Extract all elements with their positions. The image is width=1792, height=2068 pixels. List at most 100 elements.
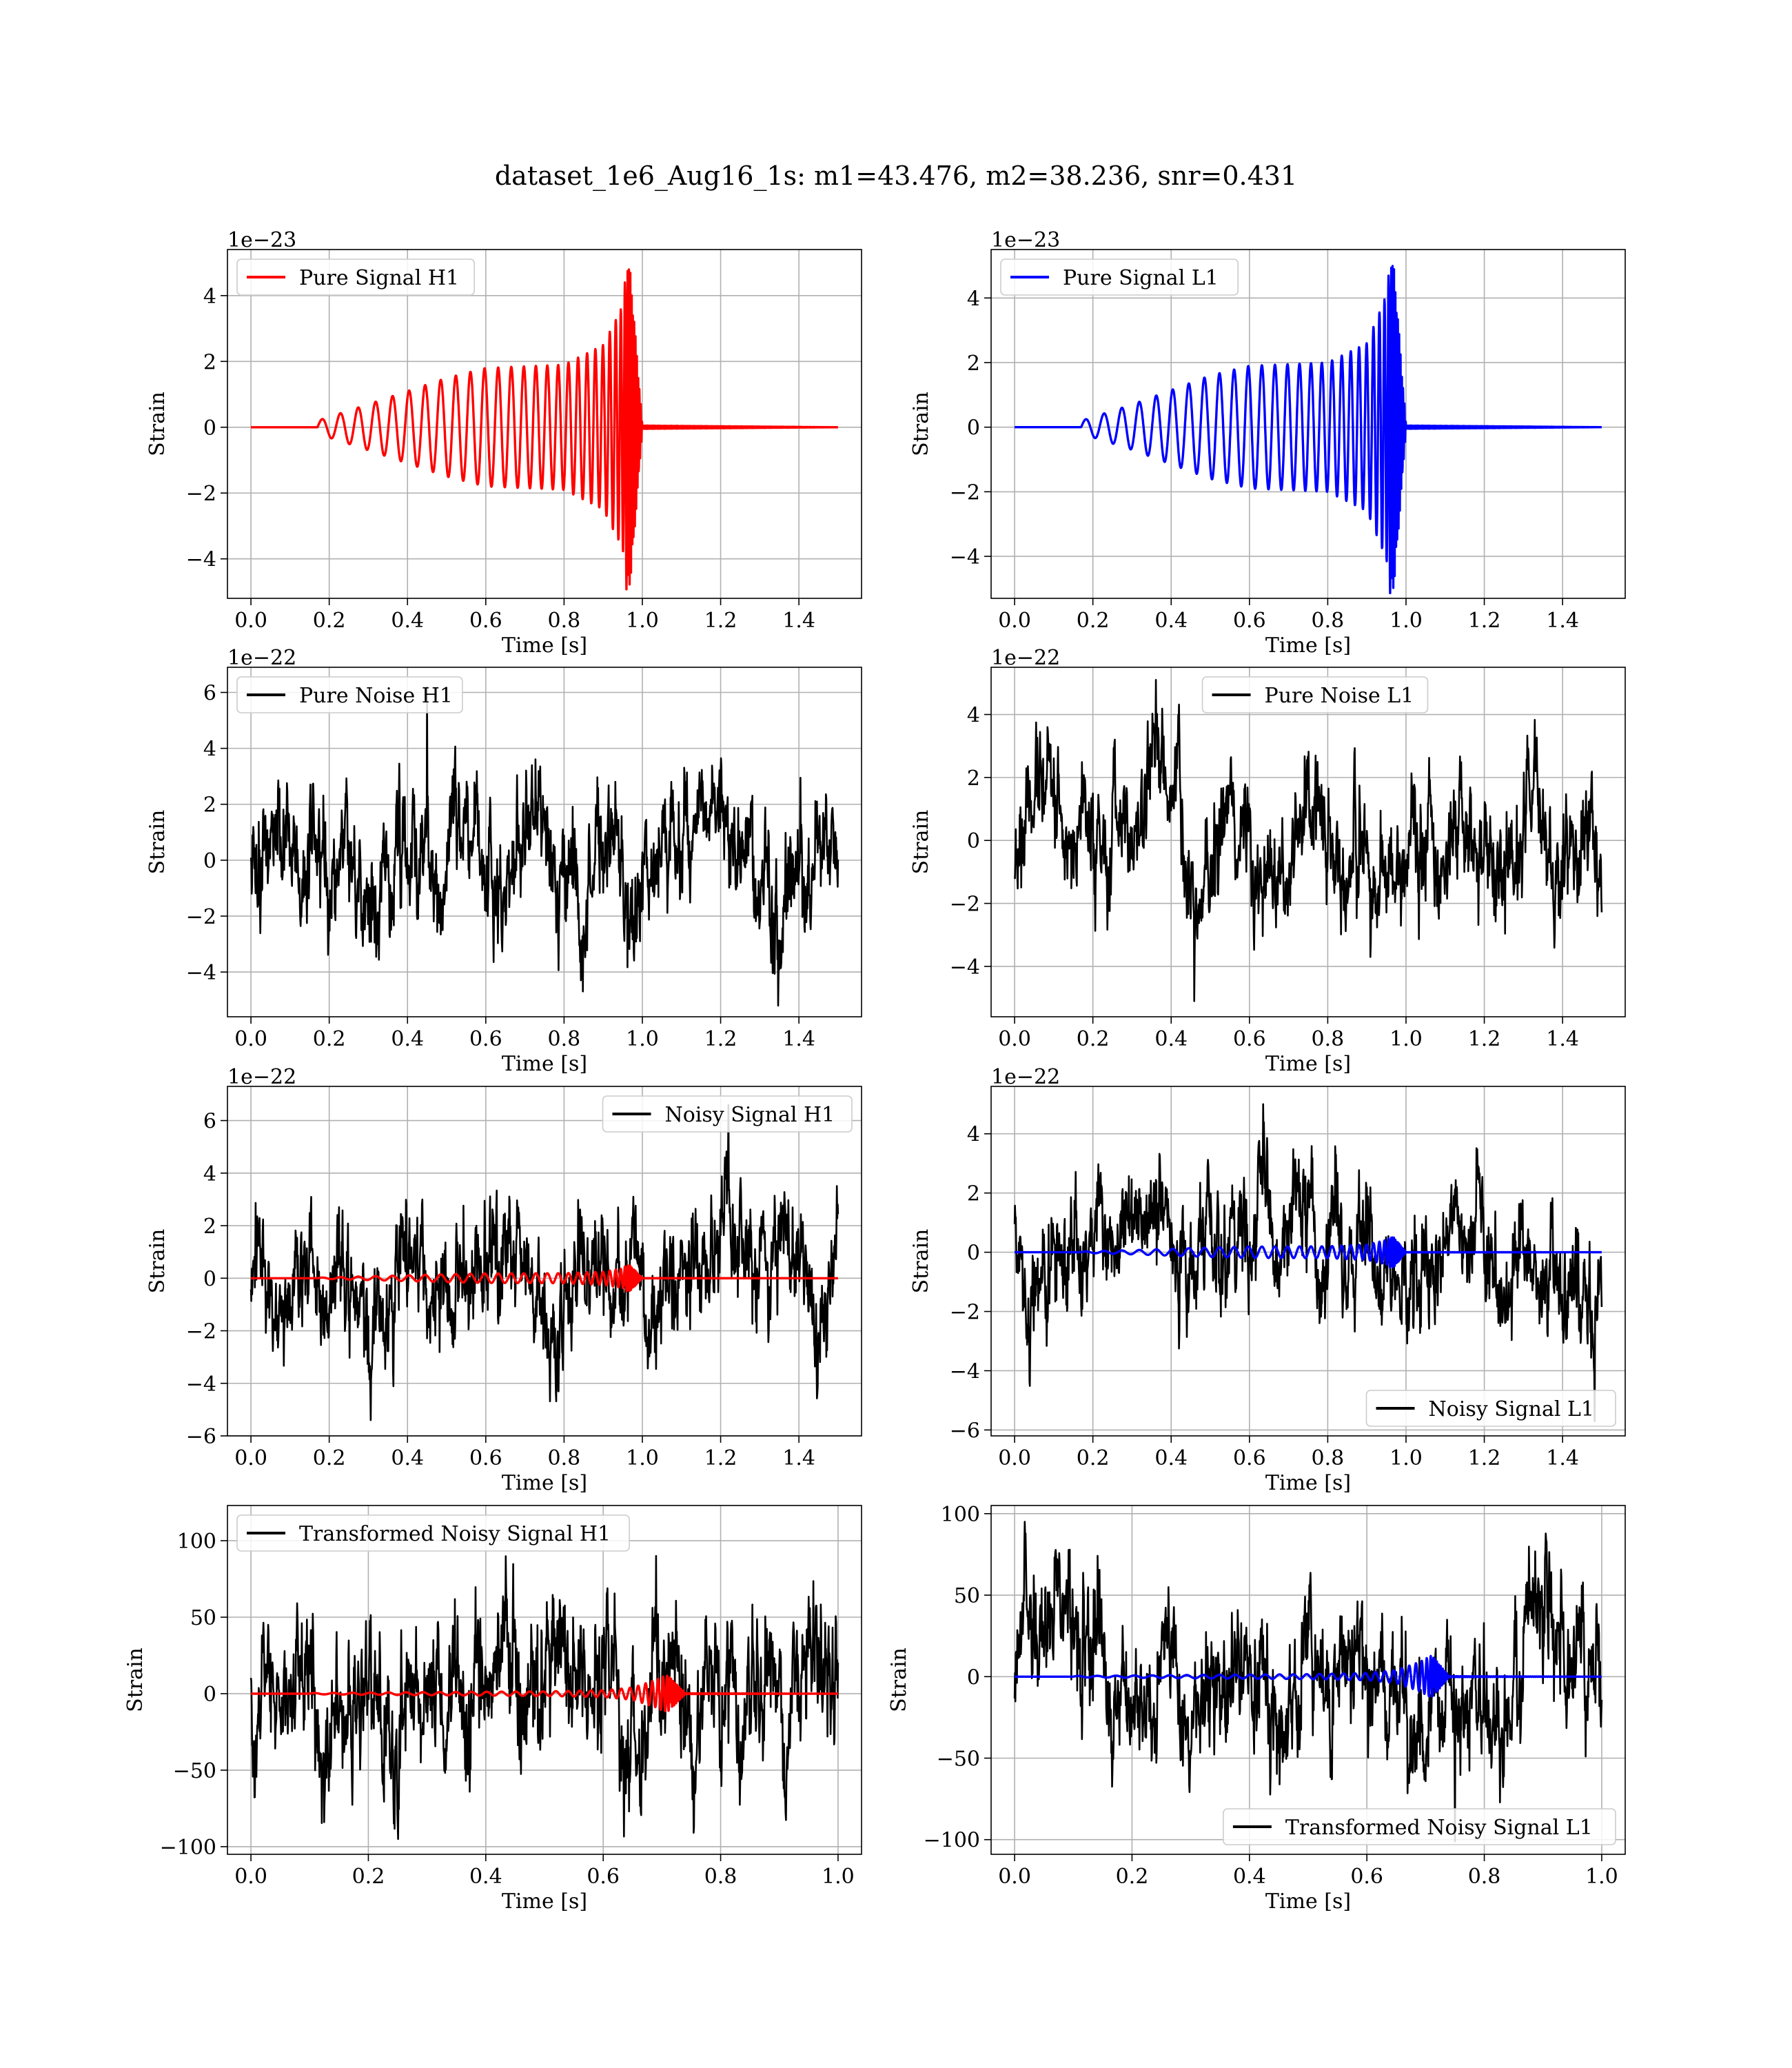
y-tick-label: 2 bbox=[203, 1215, 216, 1239]
x-tick-label: 0.2 bbox=[352, 1865, 385, 1889]
plot-area bbox=[250, 1104, 839, 1421]
y-tick-label: 100 bbox=[941, 1503, 980, 1527]
x-tick-label: 1.2 bbox=[1468, 1446, 1501, 1470]
x-tick-label: 0.0 bbox=[234, 1865, 267, 1889]
x-axis-label: Time [s] bbox=[502, 1889, 587, 1914]
x-tick-label: 1.0 bbox=[1585, 1865, 1618, 1889]
axes-frame bbox=[227, 1086, 862, 1437]
x-tick-label: 1.4 bbox=[1546, 1446, 1579, 1470]
series-line-1 bbox=[1013, 679, 1603, 1002]
y-tick-label: 50 bbox=[190, 1606, 216, 1630]
x-tick-label: 1.2 bbox=[704, 1027, 737, 1051]
y-tick-label: −4 bbox=[186, 548, 216, 572]
y-tick-label: −4 bbox=[186, 961, 216, 985]
x-tick-label: 0.6 bbox=[1233, 609, 1266, 633]
y-tick-label: 0 bbox=[203, 1683, 216, 1707]
axes-frame bbox=[990, 249, 1626, 599]
legend-label: Pure Noise L1 bbox=[1265, 684, 1414, 708]
x-tick-label: 0.0 bbox=[234, 1446, 267, 1470]
y-tick-label: 0 bbox=[203, 849, 216, 873]
legend-frame bbox=[1365, 1390, 1616, 1427]
x-tick-label: 1.2 bbox=[1468, 1027, 1501, 1051]
x-tick-label: 0.6 bbox=[469, 609, 502, 633]
y-axis-label: Strain bbox=[909, 810, 933, 875]
x-tick-label: 0.2 bbox=[1077, 609, 1110, 633]
y-tick-label: 0 bbox=[967, 1665, 980, 1690]
y-tick-label: 4 bbox=[203, 285, 216, 309]
legend-label: Noisy Signal L1 bbox=[1429, 1397, 1594, 1421]
legend: Noisy Signal L1 bbox=[1365, 1390, 1616, 1427]
axes-frame bbox=[227, 667, 862, 1017]
x-tick-label: 0.2 bbox=[313, 1027, 346, 1051]
y-tick-label: 6 bbox=[203, 1110, 216, 1134]
y-tick-label: −100 bbox=[160, 1836, 216, 1860]
x-tick-label: 0.4 bbox=[469, 1865, 502, 1889]
series-line-1 bbox=[250, 268, 839, 591]
x-tick-label: 0.8 bbox=[704, 1865, 737, 1889]
legend-label: Transformed Noisy Signal H1 bbox=[299, 1522, 611, 1546]
y-tick-label: −2 bbox=[186, 905, 216, 929]
y-tick-label: 6 bbox=[203, 682, 216, 706]
y-tick-label: −4 bbox=[186, 1372, 216, 1397]
x-tick-label: 0.2 bbox=[1077, 1027, 1110, 1051]
offset-text: 1e−22 bbox=[227, 646, 296, 670]
y-tick-label: −2 bbox=[950, 893, 980, 917]
plot-area bbox=[1013, 265, 1603, 594]
series-line-1 bbox=[1013, 1521, 1603, 1843]
series-line-1 bbox=[250, 686, 839, 1007]
y-axis-label: Strain bbox=[887, 1648, 911, 1712]
x-tick-label: 0.0 bbox=[998, 1865, 1031, 1889]
y-tick-label: 4 bbox=[203, 738, 216, 762]
y-tick-label: −2 bbox=[950, 480, 980, 505]
x-tick-label: 0.0 bbox=[998, 609, 1031, 633]
y-tick-label: 2 bbox=[967, 767, 980, 791]
legend-label: Pure Signal L1 bbox=[1063, 266, 1219, 290]
series-line-2 bbox=[250, 1674, 839, 1712]
y-tick-label: 0 bbox=[203, 416, 216, 440]
x-axis-label: Time [s] bbox=[1265, 1052, 1351, 1076]
x-tick-label: 1.0 bbox=[1389, 609, 1423, 633]
y-tick-label: −50 bbox=[173, 1759, 216, 1783]
x-tick-label: 1.0 bbox=[822, 1865, 855, 1889]
legend-label: Pure Signal H1 bbox=[299, 266, 459, 290]
subplot-pure-signal-h1: 0.0 0.2 0.4 0.6 0.8 1.0 1.2 1.4 −4 −2 0 2 4 Time [s] S… bbox=[145, 228, 862, 658]
offset-text: 1e−23 bbox=[991, 228, 1060, 252]
x-tick-label: 0.0 bbox=[998, 1027, 1031, 1051]
x-tick-label: 0.2 bbox=[313, 609, 346, 633]
x-tick-label: 0.8 bbox=[1312, 609, 1345, 633]
x-tick-label: 0.6 bbox=[1233, 1027, 1266, 1051]
x-tick-label: 0.8 bbox=[1312, 1446, 1345, 1470]
x-tick-label: 0.2 bbox=[1077, 1446, 1110, 1470]
y-tick-label: 0 bbox=[203, 1267, 216, 1291]
x-tick-label: 0.0 bbox=[234, 609, 267, 633]
y-axis-label: Strain bbox=[145, 810, 170, 875]
legend-frame bbox=[1201, 676, 1429, 713]
x-tick-label: 0.4 bbox=[391, 1446, 424, 1470]
legend-label: Pure Noise H1 bbox=[299, 684, 453, 708]
x-axis-label: Time [s] bbox=[1265, 1889, 1351, 1914]
legend: Pure Signal L1 bbox=[1000, 258, 1239, 296]
y-tick-label: 4 bbox=[967, 1123, 980, 1147]
legend-label: Noisy Signal H1 bbox=[665, 1103, 835, 1127]
plot-area bbox=[1013, 679, 1603, 1002]
y-tick-label: −6 bbox=[950, 1419, 980, 1443]
x-tick-label: 0.8 bbox=[1468, 1865, 1501, 1889]
x-axis-label: Time [s] bbox=[502, 1471, 587, 1495]
subplot-pure-noise-h1: 0.0 0.2 0.4 0.6 0.8 1.0 1.2 1.4 −4 −2 0 2 4 6 Time [s]… bbox=[145, 646, 862, 1076]
x-tick-label: 0.8 bbox=[548, 609, 581, 633]
x-tick-label: 0.4 bbox=[1154, 1446, 1188, 1470]
series-line-1 bbox=[1013, 1103, 1603, 1422]
y-axis-label: Strain bbox=[123, 1648, 147, 1712]
y-tick-label: 2 bbox=[967, 1182, 980, 1206]
x-tick-label: 1.4 bbox=[1546, 1027, 1579, 1051]
offset-text: 1e−23 bbox=[227, 228, 296, 252]
legend-frame bbox=[1000, 258, 1239, 296]
plot-area bbox=[250, 268, 839, 591]
y-tick-label: 0 bbox=[967, 416, 980, 440]
x-tick-label: 1.2 bbox=[1468, 609, 1501, 633]
x-tick-label: 0.8 bbox=[1312, 1027, 1345, 1051]
x-tick-label: 0.6 bbox=[1350, 1865, 1383, 1889]
y-tick-label: −4 bbox=[950, 1359, 980, 1383]
x-tick-label: 0.8 bbox=[548, 1027, 581, 1051]
x-tick-label: 1.4 bbox=[782, 1027, 815, 1051]
